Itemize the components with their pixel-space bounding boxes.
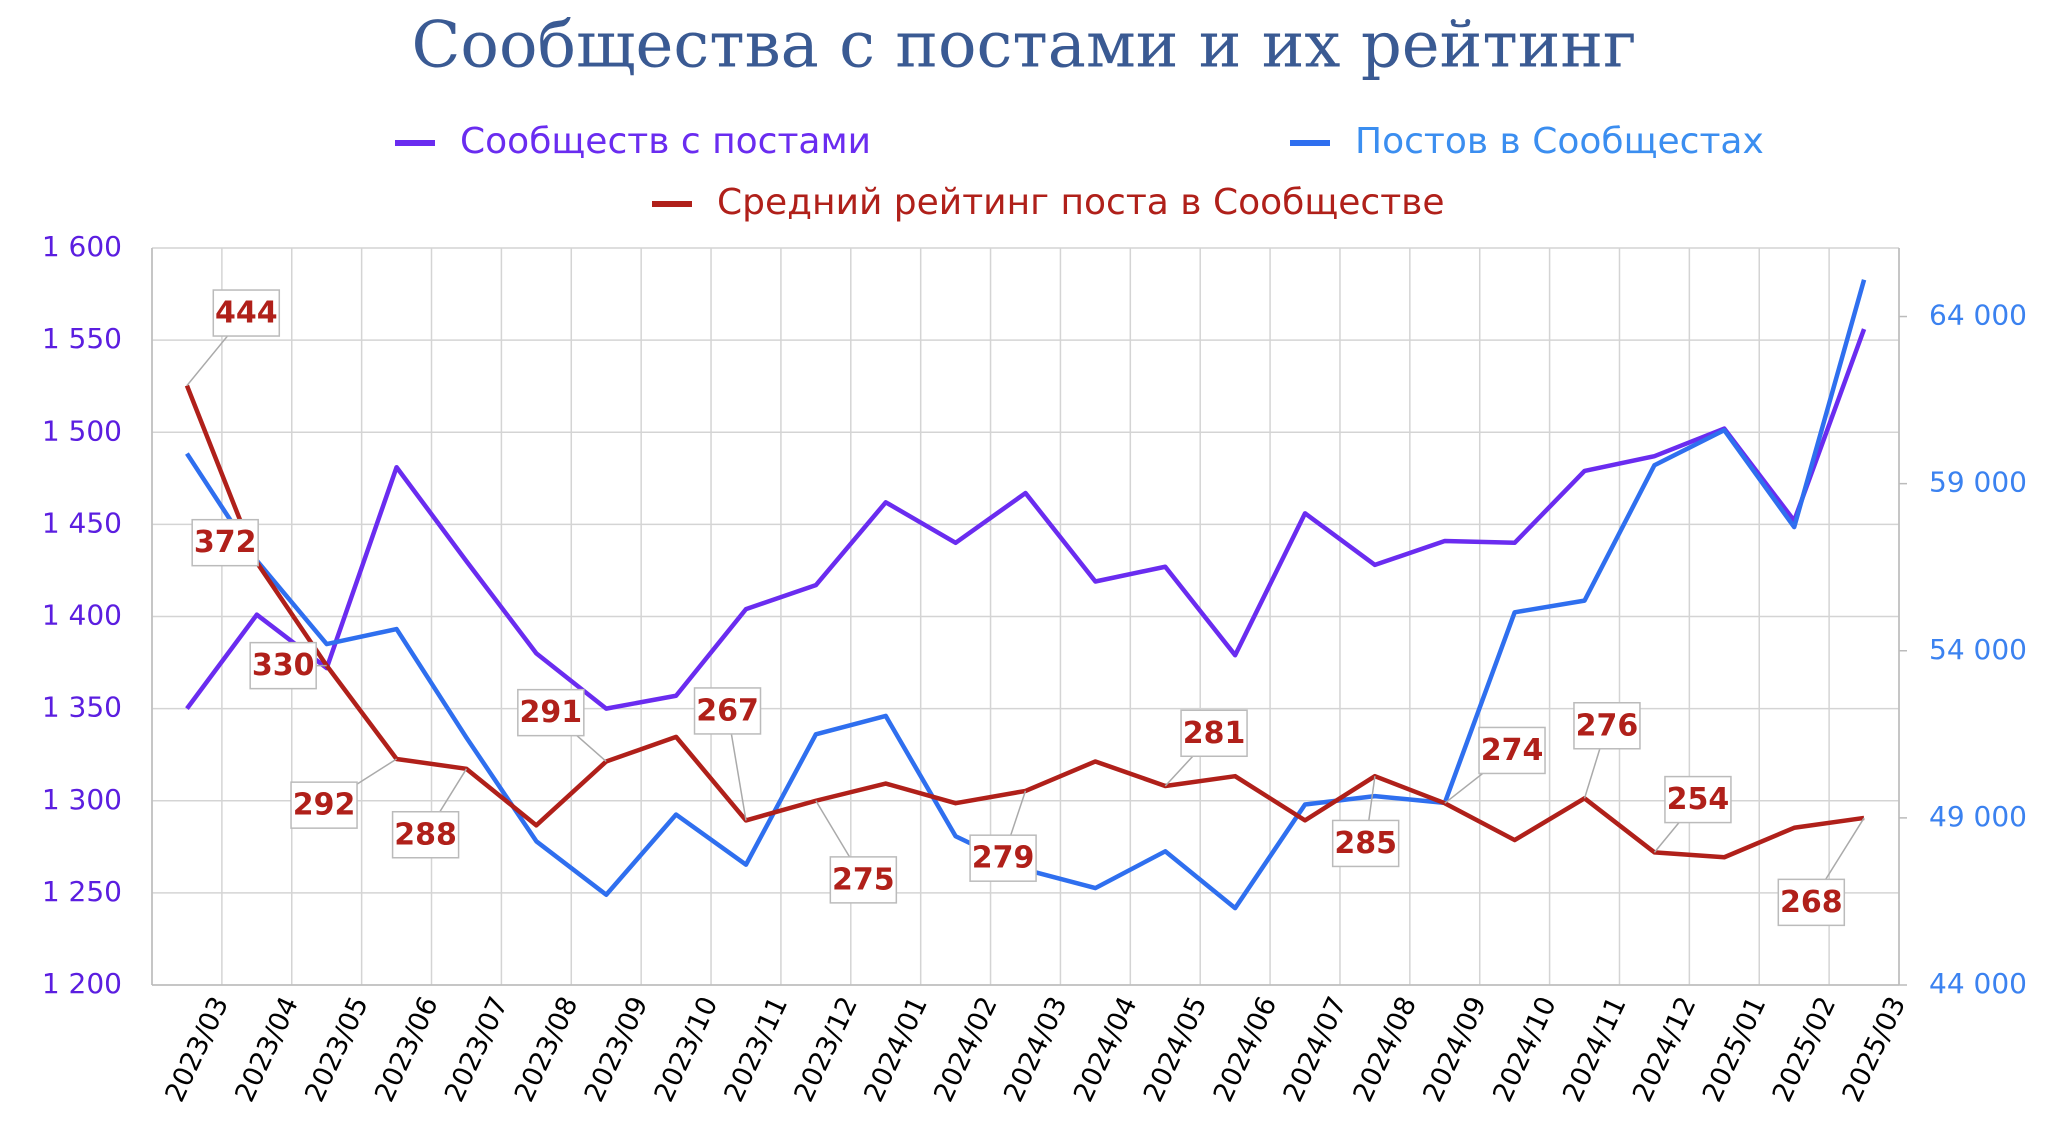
- data-label: 288: [391, 768, 468, 859]
- label-box: [693, 687, 762, 735]
- series-line: [184, 384, 1865, 860]
- series-line: [185, 328, 1867, 711]
- x-tick-label: 2024/02: [928, 992, 1004, 1107]
- data-label-text: 292: [293, 788, 356, 823]
- x-tick-label: 2023/07: [439, 992, 515, 1107]
- y2-tick-label: 64 000: [1929, 299, 2027, 332]
- data-label: 254: [1653, 775, 1732, 853]
- x-tick-label: 2024/03: [998, 992, 1074, 1107]
- x-tick-label: 2023/03: [160, 992, 236, 1107]
- data-label-text: 288: [394, 817, 457, 852]
- label-box: [212, 289, 281, 337]
- data-label: 274: [1444, 726, 1546, 804]
- data-label-text: 281: [1183, 716, 1246, 751]
- label-box: [829, 856, 898, 904]
- data-label-text: 276: [1576, 708, 1639, 743]
- data-label-text: 254: [1667, 782, 1730, 817]
- x-tick-label: 2024/11: [1557, 992, 1633, 1107]
- data-label-text: 372: [194, 525, 257, 560]
- legend-label: Сообществ с постами: [460, 121, 871, 162]
- data-label-text: 275: [832, 862, 895, 897]
- label-box: [1331, 819, 1400, 868]
- y-tick-label: 1 400: [42, 599, 122, 632]
- y2-tick-label: 54 000: [1929, 633, 2027, 666]
- x-tick-label: 2023/08: [509, 992, 585, 1107]
- data-label: 330: [249, 641, 327, 690]
- data-label: 279: [969, 790, 1037, 882]
- data-label: 267: [693, 687, 762, 821]
- y2-tick-label: 49 000: [1929, 800, 2027, 833]
- label-box: [391, 811, 460, 859]
- x-tick-label: 2024/09: [1417, 992, 1493, 1107]
- data-label-text: 444: [215, 296, 278, 331]
- y2-tick-label: 44 000: [1929, 967, 2027, 1000]
- x-tick-label: 2024/04: [1068, 992, 1144, 1107]
- x-tick-label: 2023/10: [649, 992, 725, 1107]
- x-tick-label: 2024/10: [1487, 992, 1563, 1107]
- data-label: 275: [815, 800, 898, 904]
- chart-title: Сообщества с постами и их рейтинг: [411, 9, 1636, 83]
- x-tick-label: 2025/02: [1767, 992, 1843, 1107]
- x-tick-label: 2023/04: [229, 992, 305, 1107]
- y2-tick-label: 59 000: [1929, 466, 2027, 499]
- label-box: [969, 834, 1037, 882]
- y-tick-label: 1 250: [42, 875, 122, 908]
- data-label-text: 267: [696, 693, 759, 728]
- x-tick-label: 2025/03: [1837, 992, 1913, 1107]
- data-label: 281: [1164, 709, 1248, 787]
- label-box: [191, 518, 259, 567]
- data-label: 292: [290, 758, 397, 829]
- label-box: [1478, 726, 1546, 775]
- x-tick-label: 2024/08: [1347, 992, 1423, 1107]
- x-tick-label: 2025/01: [1697, 992, 1773, 1107]
- y-tick-label: 1 350: [42, 691, 122, 724]
- y-tick-label: 1 450: [42, 506, 122, 539]
- data-label-text: 330: [252, 648, 315, 683]
- x-tick-label: 2023/06: [369, 992, 445, 1107]
- data-label: 276: [1573, 702, 1641, 799]
- x-tick-label: 2024/12: [1627, 992, 1703, 1107]
- x-tick-label: 2024/06: [1208, 992, 1284, 1107]
- x-tick-label: 2023/11: [719, 992, 795, 1107]
- data-label-text: 285: [1334, 826, 1397, 861]
- label-box: [517, 688, 585, 737]
- x-tick-label: 2024/05: [1138, 992, 1214, 1107]
- x-tick-label: 2023/09: [579, 992, 655, 1107]
- x-tick-label: 2023/05: [299, 992, 375, 1107]
- y-tick-label: 1 300: [42, 783, 122, 816]
- data-label-text: 279: [972, 841, 1035, 876]
- label-box: [1777, 878, 1846, 927]
- label-box: [1573, 702, 1641, 750]
- data-label: 285: [1331, 776, 1400, 868]
- y-tick-label: 1 200: [42, 967, 122, 1000]
- label-box: [249, 641, 317, 690]
- legend-label: Средний рейтинг поста в Сообществе: [717, 182, 1445, 223]
- data-label: 444: [186, 289, 281, 387]
- x-tick-label: 2024/01: [858, 992, 934, 1107]
- label-box: [1664, 775, 1732, 824]
- data-label-text: 268: [1780, 885, 1843, 920]
- label-box: [290, 781, 358, 829]
- data-label-text: 291: [520, 695, 583, 730]
- label-box: [1180, 709, 1248, 758]
- data-label: 372: [191, 518, 259, 567]
- legend-label: Постов в Сообщестах: [1355, 121, 1764, 162]
- data-label: 268: [1777, 817, 1865, 927]
- y-tick-label: 1 600: [42, 230, 122, 263]
- x-tick-label: 2023/12: [788, 992, 864, 1107]
- data-label-text: 274: [1481, 733, 1544, 768]
- y-tick-label: 1 500: [42, 414, 122, 447]
- data-label: 291: [517, 688, 607, 763]
- y-tick-label: 1 550: [42, 322, 122, 355]
- x-tick-label: 2024/07: [1278, 992, 1354, 1107]
